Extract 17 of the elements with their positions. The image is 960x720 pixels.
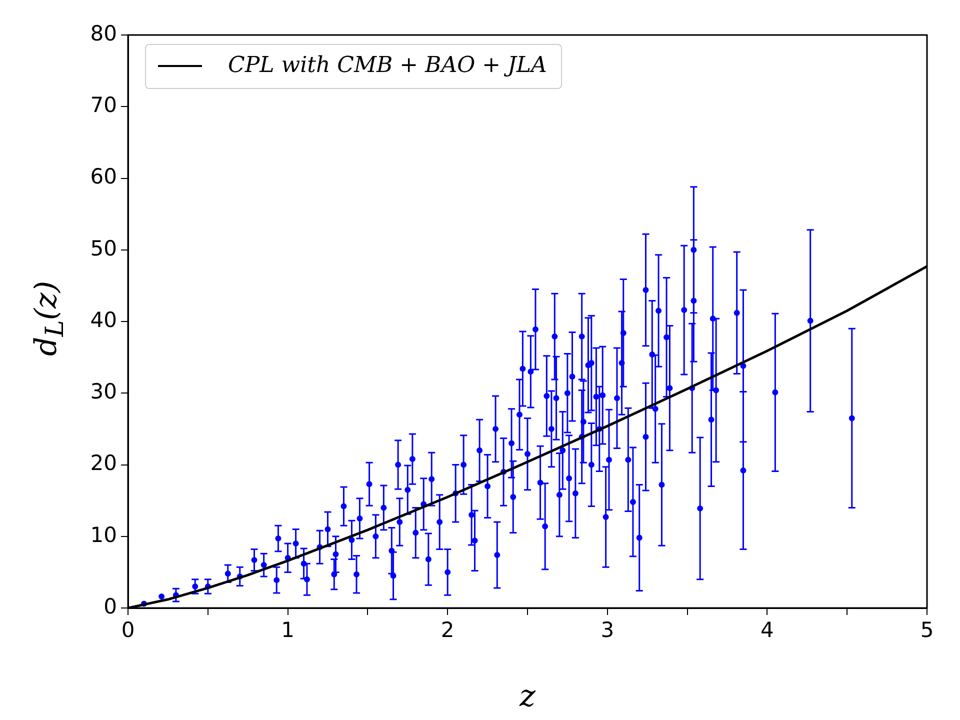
x-tick-label: 3 [600,618,614,642]
y-tick-label: 80 [90,21,117,46]
y-tick-label: 70 [90,93,117,118]
x-tick-label: 5 [920,618,934,642]
x-tick-label: 4 [760,618,774,642]
legend-label: CPL with CMB + BAO + JLA [228,53,547,78]
x-tick-label: 2 [440,618,454,642]
y-tick-label: 0 [104,594,117,618]
y-tick-label: 20 [90,451,117,476]
x-axis-title: z [518,678,536,714]
y-tick-label: 30 [90,380,117,404]
y-tick-label: 60 [90,164,117,189]
y-tick-label: 10 [90,522,117,547]
x-tick-label: 1 [281,618,294,642]
y-tick-label: 50 [90,236,117,260]
y-tick-label: 40 [90,308,117,332]
x-tick-label: 0 [121,618,135,642]
